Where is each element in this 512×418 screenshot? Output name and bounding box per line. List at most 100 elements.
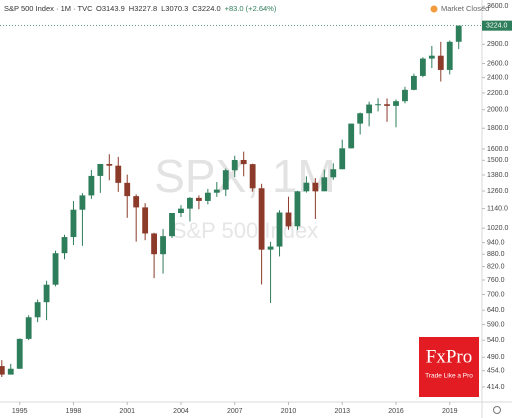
y-tick-label: 1600.0 [487,146,509,153]
y-tick-label: 940.0 [487,239,505,246]
candle-body [222,170,229,190]
legend-value: C3224.0 [192,4,220,13]
watermark-subtitle: S&P 500 Index [172,218,318,243]
y-tick-label: 820.0 [487,263,505,270]
candle-body [34,302,41,318]
y-tick-label: 1500.0 [487,157,509,164]
candle-body [267,246,274,250]
plot-area [0,25,462,377]
candle-body [285,212,292,227]
x-tick-label: 2013 [334,408,350,415]
status-icon [430,5,438,13]
x-tick-label: 1995 [12,408,28,415]
legend-value: H3227.8 [129,4,157,13]
y-tick-label: 2200.0 [487,90,509,97]
candle-body [437,55,444,70]
candle-body [258,188,265,250]
candle-body [115,165,122,183]
candle-body [133,196,140,208]
candle-body [79,195,86,210]
candle-body [178,208,184,214]
logo-name: FxPro [426,346,472,367]
y-tick-label: 490.0 [487,354,505,361]
candle-body [124,182,131,197]
candle-body [446,41,453,70]
candle-body [294,191,301,227]
candle-body [330,169,337,178]
watermark: SPX, 1M [154,150,336,202]
candle-body [410,75,417,90]
candle-body [384,104,390,106]
x-tick-label: 2007 [227,408,243,415]
settings-icon[interactable] [493,406,501,414]
y-tick-label: 880.0 [487,251,505,258]
candle-body [169,213,175,237]
y-tick-label: 700.0 [487,291,505,298]
candle-body [231,159,238,171]
legend-value: O3143.9 [96,4,125,13]
candle-body [151,233,158,255]
candle-body [97,164,104,176]
candle-body [393,101,399,106]
x-tick-label: 2016 [388,408,404,415]
x-tick-label: 2019 [442,408,458,415]
y-tick-label: 1260.0 [487,188,509,195]
y-tick-label: 3600.0 [487,3,509,10]
candle-body [312,182,319,192]
candle-body [249,164,256,189]
candle-body [428,55,435,59]
candle-body [276,212,283,247]
candle-body [70,209,77,238]
y-tick-label: 1380.0 [487,172,509,179]
candle-body [204,192,211,201]
y-tick-label: 640.0 [487,307,505,314]
y-tick-label: 2600.0 [487,60,509,67]
logo-box [419,337,479,397]
candle-body [375,104,381,106]
y-tick-label: 1020.0 [487,225,509,232]
market-status: Market Closed [441,4,489,13]
y-tick-label: 2000.0 [487,107,509,114]
chart-title: S&P 500 Index · 1M · TVC [4,4,93,13]
candle-body [187,197,193,209]
candle-body [240,159,247,165]
candle-body [419,58,426,76]
candle-body [7,368,14,375]
candle-body [61,237,68,254]
candle-body [402,89,408,102]
y-tick-label: 454.0 [487,368,505,375]
candle-body [16,338,23,369]
x-tick-label: 2001 [119,408,135,415]
y-tick-label: 2400.0 [487,74,509,81]
last-price-label: 3224.0 [486,23,508,30]
candle-body [357,113,364,124]
y-tick-label: 1140.0 [487,205,508,212]
candle-body [106,164,113,166]
candle-body [339,148,346,170]
y-tick-label: 540.0 [487,337,505,344]
candle-body [0,366,5,375]
y-tick-label: 2900.0 [487,41,509,48]
candle-body [348,123,355,149]
candle-body [52,253,59,285]
candle-body [321,177,328,192]
y-tick-label: 760.0 [487,277,505,284]
legend-value: L3070.3 [161,4,188,13]
candle-body [160,236,166,255]
candle-body [455,25,462,42]
x-tick-label: 2004 [173,408,189,415]
candle-body [43,284,50,303]
candle-body [213,189,220,193]
candle-body [303,182,310,192]
x-tick-label: 2010 [281,408,297,415]
ohlc-legend: O3143.9 H3227.8 L3070.3 C3224.0 +83.0 (+2.64… [96,4,277,13]
candle-body [366,104,373,114]
y-tick-label: 590.0 [487,321,505,328]
candle-body [142,207,149,234]
legend-value: +83.0 (+2.64%) [225,4,277,13]
y-tick-label: 1800.0 [487,125,509,132]
y-tick-label: 414.0 [487,384,505,391]
candle-body [25,317,32,339]
candle-body [88,175,95,196]
